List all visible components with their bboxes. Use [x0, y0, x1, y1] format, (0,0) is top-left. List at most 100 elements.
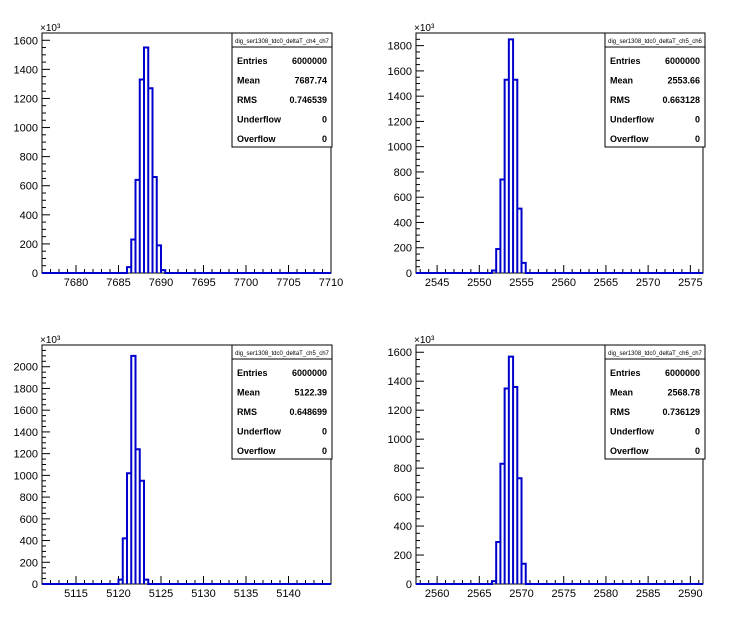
- stat-value: 0: [695, 115, 700, 125]
- x-tick-label: 5120: [106, 588, 130, 600]
- y-tick-label: 200: [20, 557, 38, 569]
- y-tick-label: 600: [394, 492, 412, 504]
- stat-value: 5122.39: [294, 388, 327, 398]
- y-tick-label: 0: [32, 268, 38, 280]
- y-tick-label: 1400: [14, 64, 38, 76]
- x-tick-label: 2570: [509, 588, 533, 600]
- y-tick-label: 1200: [14, 449, 38, 461]
- y-tick-label: 400: [20, 536, 38, 548]
- y-tick-label: 800: [394, 167, 412, 179]
- histogram-outline: [416, 38, 703, 274]
- y-tick-label: 1600: [14, 405, 38, 417]
- x-tick-label: 5140: [276, 588, 300, 600]
- x-tick-label: 2570: [636, 277, 660, 289]
- x-tick-label: 2590: [678, 588, 702, 600]
- stat-value: 0: [322, 446, 327, 456]
- stat-value: 0: [322, 134, 327, 144]
- histogram-panel-1: 0 200 400 600 800 1000 1200 1400 1600 7680 7685 769…: [14, 23, 344, 289]
- x-tick-label: 7700: [234, 277, 258, 289]
- x-tick-label: 2545: [425, 277, 449, 289]
- y-tick-label: 400: [20, 210, 38, 222]
- stat-label: Entries: [610, 56, 641, 66]
- y-tick-label: 1600: [14, 35, 38, 47]
- stats-box-frame: [231, 32, 333, 148]
- x-tick-label: 7680: [64, 277, 88, 289]
- y-tick-label: 0: [32, 579, 38, 591]
- stat-label: RMS: [237, 407, 257, 417]
- stat-label: Underflow: [610, 427, 655, 437]
- stat-value: 7687.74: [294, 76, 327, 86]
- stat-label: RMS: [610, 407, 630, 417]
- stat-label: RMS: [610, 95, 630, 105]
- stat-label: Mean: [610, 388, 633, 398]
- y-exponent-label: ×10³: [414, 23, 435, 34]
- x-tick-label: 5115: [64, 588, 88, 600]
- histogram-title: dig_ser1308_tdc0_deltaT_ch5_ch6: [608, 39, 702, 45]
- y-tick-label: 800: [20, 492, 38, 504]
- y-tick-label: 200: [394, 550, 412, 562]
- x-tick-label: 2575: [678, 277, 702, 289]
- y-tick-label: 1400: [388, 91, 412, 103]
- stat-value: 0.736129: [662, 407, 700, 417]
- x-tick-label: 7685: [106, 277, 130, 289]
- x-tick-label: 5125: [149, 588, 173, 600]
- histogram-panel-2: 0 200 400 600 800 1000 1200 1400 1600 1800 2545 255…: [388, 23, 706, 289]
- stats-box-frame: [604, 344, 706, 460]
- y-tick-label: 1800: [14, 383, 38, 395]
- y-tick-label: 600: [20, 514, 38, 526]
- stat-label: Entries: [610, 368, 641, 378]
- stat-label: Overflow: [610, 446, 650, 456]
- stats-box: dig_ser1308_tdc0_deltaT_ch4_ch7 Entries 60…: [231, 32, 333, 148]
- y-tick-label: 1000: [14, 123, 38, 135]
- y-tick-label: 600: [394, 192, 412, 204]
- stat-value: 0.663128: [662, 95, 700, 105]
- y-tick-label: 1600: [388, 66, 412, 78]
- y-tick-label: 0: [406, 579, 412, 591]
- stats-box-frame: [604, 32, 706, 148]
- stat-label: Entries: [237, 368, 268, 378]
- stat-value: 2553.66: [667, 76, 700, 86]
- y-tick-label: 1000: [388, 142, 412, 154]
- stat-label: Overflow: [237, 446, 277, 456]
- y-exponent-label: ×10³: [40, 23, 61, 34]
- x-tick-label: 2550: [467, 277, 491, 289]
- stat-value: 0.746539: [289, 95, 327, 105]
- x-tick-label: 2560: [551, 277, 575, 289]
- x-tick-label: 7690: [149, 277, 173, 289]
- stat-label: RMS: [237, 95, 257, 105]
- x-tick-label: 5135: [234, 588, 258, 600]
- y-tick-label: 2000: [14, 362, 38, 374]
- x-tick-label: 7705: [276, 277, 300, 289]
- x-tick-label: 2580: [594, 588, 618, 600]
- stat-value: 0: [695, 427, 700, 437]
- x-tick-label: 2585: [636, 588, 660, 600]
- histogram-outline: [42, 354, 331, 585]
- x-tick-label: 2575: [551, 588, 575, 600]
- histogram-outline: [416, 355, 703, 585]
- stat-label: Underflow: [237, 427, 282, 437]
- stat-value: 6000000: [665, 368, 700, 378]
- y-tick-label: 200: [394, 243, 412, 255]
- stats-box: dig_ser1308_tdc0_deltaT_ch6_ch7 Entries 60…: [604, 344, 706, 460]
- stat-label: Underflow: [237, 115, 282, 125]
- histogram-panel-3: 0 200 400 600 800 1000 1200 1400 1600 1800 2000 511…: [14, 335, 333, 600]
- stat-value: 0: [695, 446, 700, 456]
- x-tick-label: 2565: [467, 588, 491, 600]
- stat-value: 6000000: [292, 368, 327, 378]
- x-tick-label: 2565: [594, 277, 618, 289]
- y-tick-label: 200: [20, 239, 38, 251]
- stats-box: dig_ser1308_tdc0_deltaT_ch5_ch7 Entries 60…: [231, 344, 333, 460]
- x-tick-label: 7710: [319, 277, 343, 289]
- x-tick-label: 2560: [425, 588, 449, 600]
- y-tick-label: 1400: [14, 427, 38, 439]
- histogram-title: dig_ser1308_tdc0_deltaT_ch4_ch7: [235, 39, 329, 45]
- stat-label: Overflow: [610, 134, 650, 144]
- y-tick-label: 800: [20, 152, 38, 164]
- y-tick-label: 1200: [14, 93, 38, 105]
- stat-label: Underflow: [610, 115, 655, 125]
- y-tick-label: 400: [394, 217, 412, 229]
- stat-value: 0: [695, 134, 700, 144]
- stat-value: 0: [322, 427, 327, 437]
- stats-box: dig_ser1308_tdc0_deltaT_ch5_ch6 Entries 60…: [604, 32, 706, 148]
